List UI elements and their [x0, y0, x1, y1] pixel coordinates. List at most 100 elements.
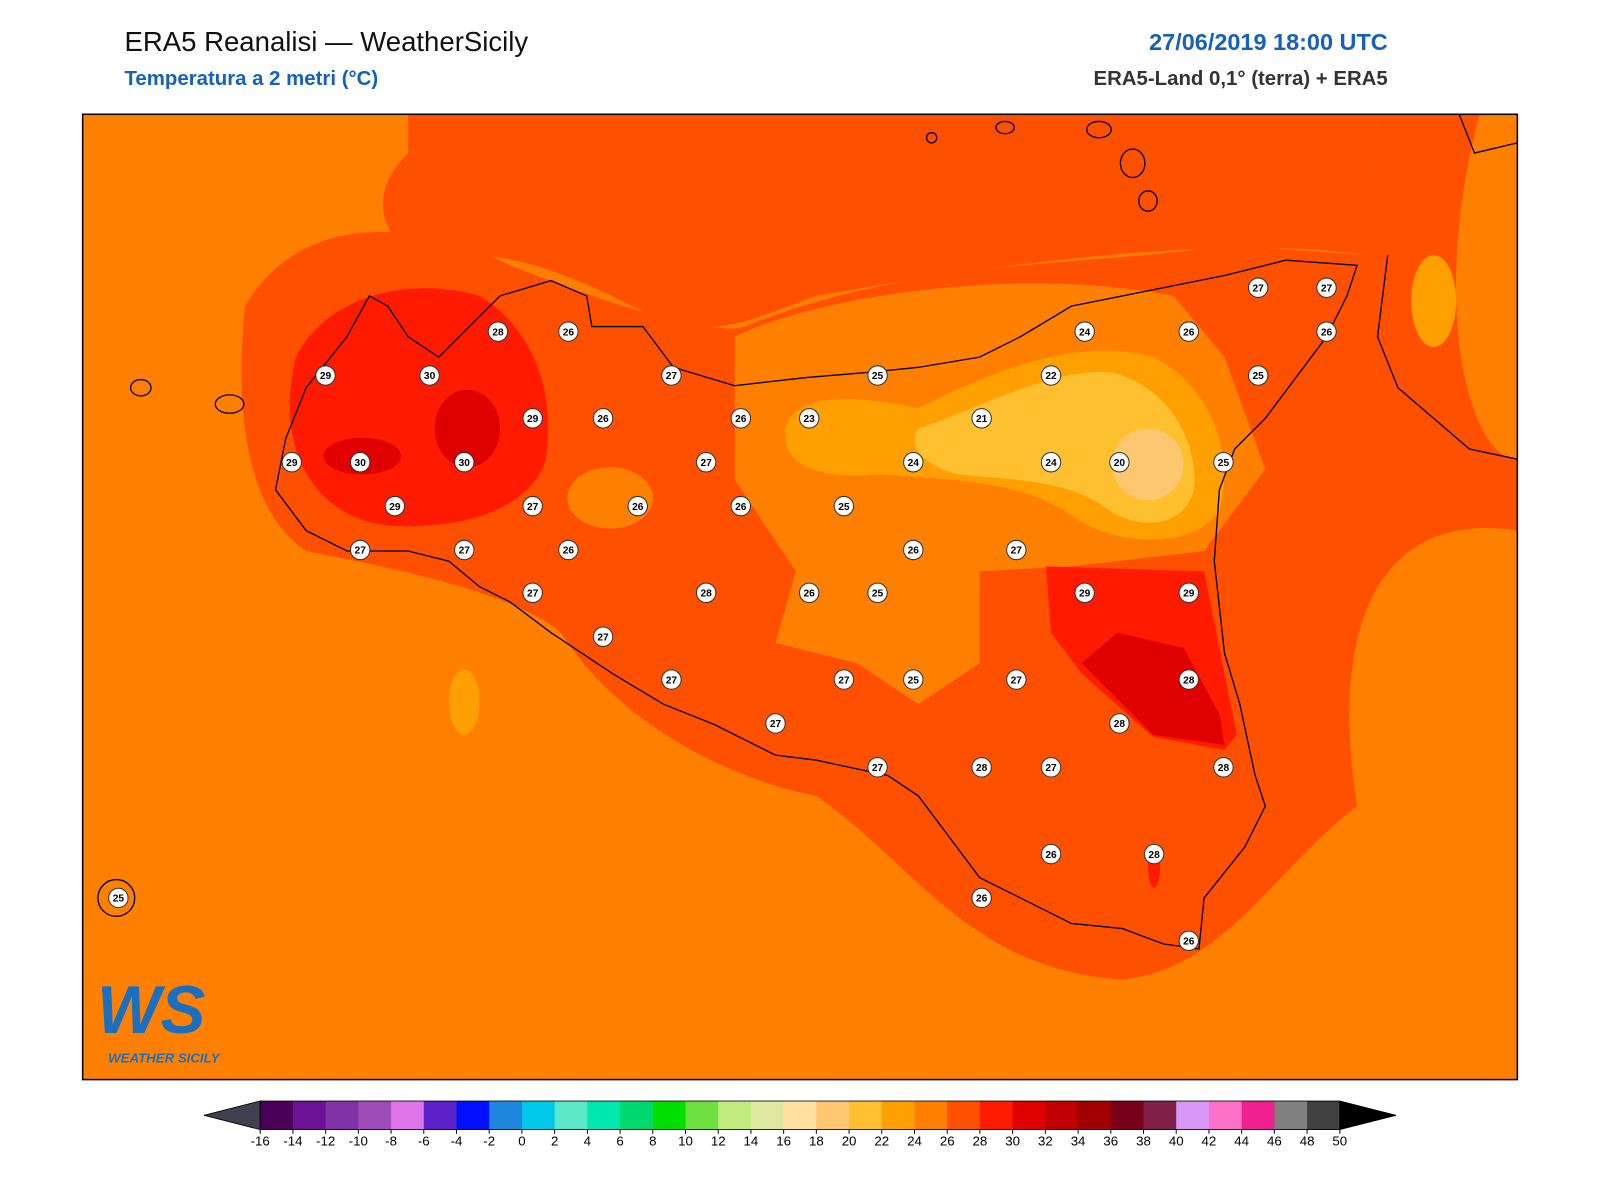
colorbar-extend-high — [1339, 1100, 1397, 1131]
station-marker — [454, 539, 475, 561]
colorbar-tick-label: 6 — [616, 1133, 623, 1148]
colorbar-bin — [554, 1101, 588, 1130]
station-marker — [1006, 539, 1027, 561]
colorbar-bin — [1045, 1101, 1079, 1130]
colorbar-bin — [1307, 1101, 1341, 1130]
colorbar-tick-label: 8 — [649, 1133, 656, 1148]
station-marker — [661, 365, 682, 386]
station-value: 29 — [286, 458, 298, 469]
colorbar-tick-label: -8 — [385, 1133, 397, 1148]
station-marker — [695, 582, 717, 604]
colorbar-bin — [1176, 1101, 1210, 1130]
colorbar-tick-label: -2 — [483, 1133, 495, 1148]
colorbar-bin — [1208, 1101, 1243, 1130]
field-band — [1112, 428, 1184, 500]
station-marker — [558, 539, 579, 561]
colorbar-tick-label: 12 — [711, 1133, 726, 1148]
colorbar-tick-label: -10 — [349, 1133, 368, 1148]
station-marker — [765, 713, 786, 734]
station-marker — [522, 582, 543, 604]
station-marker — [730, 408, 752, 429]
colorbar-bin — [1143, 1101, 1177, 1130]
colorbar-bin — [1110, 1101, 1145, 1130]
station-value: 25 — [1218, 458, 1230, 469]
station-marker — [903, 452, 924, 473]
station-value: 29 — [527, 414, 539, 425]
colorbar-bin — [587, 1101, 621, 1130]
colorbar-tick-label: -12 — [316, 1133, 335, 1148]
station-marker — [1040, 757, 1062, 778]
station-marker — [1074, 582, 1095, 604]
station-value: 26 — [597, 414, 609, 425]
colorbar-bin — [750, 1101, 785, 1130]
station-marker — [350, 539, 371, 561]
station-marker — [1178, 321, 1199, 342]
station-marker — [1178, 930, 1199, 952]
station-value: 26 — [563, 546, 575, 557]
colorbar-bin — [979, 1101, 1014, 1130]
station-marker — [108, 887, 129, 909]
field-band — [383, 114, 1378, 327]
colorbar-bin — [1274, 1101, 1308, 1130]
station-marker — [903, 669, 924, 690]
station-marker — [798, 408, 820, 429]
station-marker — [487, 321, 509, 342]
station-marker — [522, 495, 543, 517]
station-value: 26 — [908, 546, 920, 557]
source: ERA5-Land 0,1° (terra) + ERA5 — [1093, 68, 1387, 90]
station-value: 26 — [804, 589, 816, 600]
station-marker — [1178, 669, 1199, 690]
station-marker — [971, 408, 992, 429]
station-value: 28 — [492, 327, 504, 338]
station-value: 24 — [1045, 458, 1057, 469]
colorbar-bin — [358, 1101, 392, 1130]
station-marker — [1213, 757, 1234, 778]
station-value: 27 — [355, 546, 367, 557]
station-value: 21 — [976, 414, 988, 425]
colorbar-tick-label: 30 — [1005, 1133, 1020, 1148]
station-value: 25 — [908, 675, 920, 686]
colorbar-tick-label: 24 — [907, 1133, 922, 1148]
station-marker — [1040, 452, 1062, 473]
station-value: 27 — [527, 502, 539, 513]
station-value: 28 — [976, 763, 988, 774]
colorbar-tick-label: 42 — [1202, 1133, 1217, 1148]
colorbar-bin — [718, 1101, 752, 1130]
station-value: 27 — [1045, 763, 1057, 774]
station-value: 26 — [735, 502, 747, 513]
station-marker — [903, 539, 924, 561]
station-marker — [1316, 321, 1337, 342]
colorbar-tick-label: 16 — [776, 1133, 791, 1148]
station-value: 27 — [872, 763, 884, 774]
colorbar-bin — [849, 1101, 883, 1130]
station-layer: 28 26 29 30 27 25 24 26 27 27 26 22 25 29 26 26 23 21 29 30… — [108, 277, 1337, 952]
station-value: 29 — [320, 371, 332, 382]
logo-mark: WS — [97, 973, 206, 1048]
colorbar-bin — [652, 1101, 687, 1130]
station-value: 29 — [389, 502, 401, 513]
colorbar-tick-label: 14 — [744, 1133, 759, 1148]
station-marker — [971, 887, 992, 909]
station-marker — [315, 365, 336, 386]
station-value: 27 — [1252, 283, 1264, 294]
colorbar-bin — [1012, 1101, 1046, 1130]
field-band — [1081, 632, 1225, 745]
station-value: 30 — [459, 458, 471, 469]
station-marker — [1074, 321, 1095, 342]
station-marker — [1143, 843, 1165, 865]
station-marker — [661, 669, 682, 690]
station-marker — [558, 321, 579, 342]
logo-text: WEATHER SICILY — [108, 1051, 221, 1066]
colorbar-bin — [423, 1101, 458, 1130]
station-marker — [1109, 452, 1130, 473]
field-band — [289, 288, 549, 527]
colorbar-tick-label: 22 — [874, 1133, 889, 1148]
station-value: 27 — [666, 675, 678, 686]
station-marker — [1040, 365, 1062, 386]
station-value: 27 — [770, 719, 782, 730]
colorbar-tick-label: -4 — [451, 1133, 463, 1148]
colorbar-tick-label: 36 — [1103, 1133, 1118, 1148]
station-value: 22 — [1045, 371, 1057, 382]
station-value: 27 — [666, 371, 678, 382]
